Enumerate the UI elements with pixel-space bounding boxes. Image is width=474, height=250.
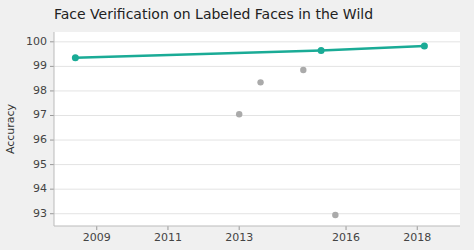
tick-label: 94 [33, 182, 47, 195]
line-marker [421, 42, 428, 49]
tick [50, 90, 54, 91]
grid-line [54, 189, 460, 190]
tick-label: 100 [26, 35, 47, 48]
line [75, 46, 424, 58]
grid-line [54, 66, 460, 67]
grid-line [54, 90, 460, 91]
tick [50, 115, 54, 116]
x-axis-line [54, 226, 460, 227]
tick [50, 140, 54, 141]
title: Face Verification on Labeled Faces in th… [54, 6, 373, 22]
marks [72, 42, 428, 218]
tick-label: 98 [33, 84, 47, 97]
tick [417, 226, 418, 230]
tick [167, 226, 168, 230]
y-axis-label: Accuracy [4, 103, 17, 154]
grid [54, 42, 460, 214]
grid-line [54, 213, 460, 214]
grid-line [54, 140, 460, 141]
tick-label: 2018 [403, 231, 431, 244]
chart: 93 94 95 96 97 98 99 100 2009 2011 2013 2016 2018 Fac… [0, 0, 474, 250]
tick [96, 226, 97, 230]
tick [50, 164, 54, 165]
tick-label: 95 [33, 158, 47, 171]
line-series [72, 42, 428, 61]
scatter-point [300, 67, 306, 73]
scatter-point [236, 111, 242, 117]
tick [50, 213, 54, 214]
tick-label: 97 [33, 108, 47, 121]
line-marker [318, 47, 325, 54]
tick-label: 2016 [332, 231, 360, 244]
tick-label: 96 [33, 133, 47, 146]
scatter-point [332, 212, 338, 218]
grid-line [54, 164, 460, 165]
tick-label: 93 [33, 207, 47, 220]
axes: 93 94 95 96 97 98 99 100 2009 2011 2013 2016 2018 [26, 32, 460, 244]
tick-label: 2011 [154, 231, 182, 244]
tick [50, 41, 54, 42]
scatter-point [257, 79, 263, 85]
tick-label: 2009 [83, 231, 111, 244]
plot-area [54, 32, 460, 226]
grid-line [54, 115, 460, 116]
tick [50, 189, 54, 190]
tick [239, 226, 240, 230]
grid-line [54, 41, 460, 42]
y-axis-line [54, 32, 55, 226]
tick-label: 2013 [225, 231, 253, 244]
tick [50, 66, 54, 67]
background [0, 0, 474, 250]
tick-label: 99 [33, 59, 47, 72]
tick [346, 226, 347, 230]
scatter-series [236, 67, 339, 218]
line-marker [72, 54, 79, 61]
